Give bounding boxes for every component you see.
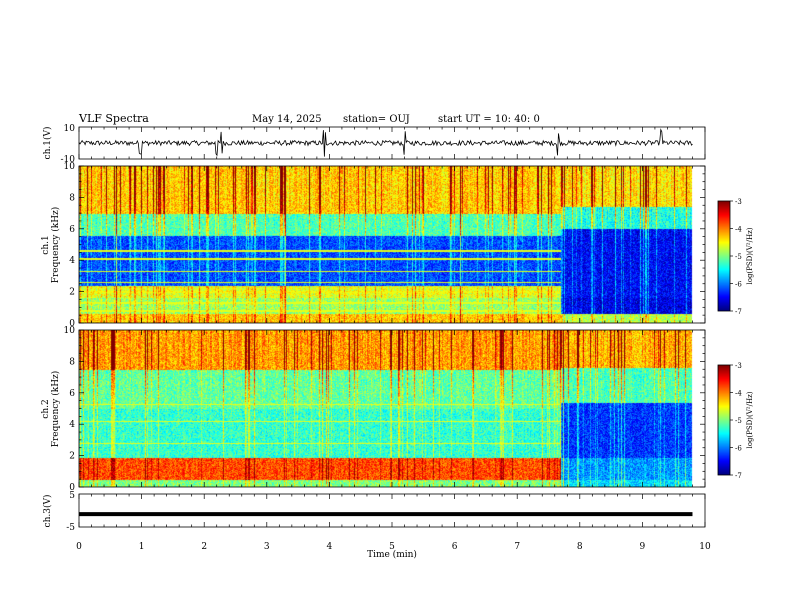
colorbar-tick-label: -3 [735,198,742,206]
panel-ch3-waveform: 5 -5 ch.3(V) 0 1 2 3 4 5 6 7 8 9 10 Time (min) [42,491,711,560]
ch1-ytick-top: 10 [64,124,76,134]
colorbar-ch2-label: log(PSD)(V²/Hz) [746,391,754,448]
time-tick-label: 5 [389,542,395,552]
frequency-tick-label: 8 [69,357,75,367]
panel-ch2-spectrogram: 0 2 4 6 8 10 ch.2 Frequency (kHz) [41,326,706,493]
time-tick-label: 1 [139,542,145,552]
time-tick-label: 4 [327,542,333,552]
time-axis-label: Time (min) [367,549,417,560]
ch1-waveform-ylabel: ch.1(V) [42,127,53,160]
start-time-label: start UT = 10: 40: 0 [438,114,540,125]
time-tick-label: 0 [76,542,82,552]
colorbar-tick-label: -7 [735,308,742,316]
ch2-frequency-axis-label: Frequency (kHz) [50,371,61,448]
time-tick-label: 8 [577,542,583,552]
frequency-tick-label: 4 [69,256,75,266]
frequency-tick-label: 10 [64,326,76,336]
colorbar-ch1-gradient [718,201,730,311]
station-label: station= OUJ [343,114,410,125]
ch1-waveform-line [78,128,693,157]
date-label: May 14, 2025 [252,114,322,125]
frequency-tick-label: 0 [69,483,75,493]
frequency-tick-label: 8 [69,193,75,203]
ch3-waveform-ylabel: ch.3(V) [42,495,53,528]
frequency-tick-label: 4 [69,420,75,430]
ch1-spectrogram-image [79,166,705,323]
frequency-tick-label: 6 [69,389,75,399]
colorbar-ch2-ticks: -3 -4 -5 -6 -7 [730,362,742,480]
ch1-spectrogram-ylabel: ch.1 [41,235,51,254]
colorbar-tick-label: -4 [735,390,742,398]
time-tick-label: 3 [264,542,270,552]
panel-ch1-spectrogram: 0 2 4 6 8 10 ch.1 Frequency (kHz) [41,162,706,329]
ch1-spectrogram-yticks: 0 2 4 6 8 10 [64,162,705,329]
colorbar-tick-label: -6 [735,281,742,289]
ch3-waveform-xticks [78,494,706,527]
figure-title: VLF Spectra [78,112,149,125]
frequency-tick-label: 2 [69,288,75,298]
colorbar-tick-label: -4 [735,226,742,234]
frequency-tick-label: 10 [64,162,76,172]
ch2-spectrogram-xticks [78,330,706,487]
colorbar-ch1: -3 -4 -5 -6 -7 log(PSD)(V²/Hz) [717,198,754,316]
time-axis-tick-labels: 0 1 2 3 4 5 6 7 8 9 10 [76,542,711,552]
time-tick-label: 7 [514,542,520,552]
ch1-frequency-axis-label: Frequency (kHz) [50,207,61,284]
colorbar-ch2-gradient [718,365,730,475]
ch2-spectrogram-ylabel: ch.2 [41,399,51,418]
colorbar-ch2: -3 -4 -5 -6 -7 log(PSD)(V²/Hz) [717,362,754,480]
frequency-tick-label: 2 [69,452,75,462]
colorbar-tick-label: -6 [735,445,742,453]
ch1-spectrogram-xticks [78,166,706,323]
ch3-ytick-top: 5 [69,491,75,501]
time-tick-label: 9 [640,542,646,552]
time-tick-label: 2 [201,542,207,552]
colorbar-ch1-label: log(PSD)(V²/Hz) [746,227,754,284]
ch3-ytick-bottom: -5 [66,523,75,533]
colorbar-tick-label: -5 [735,253,742,261]
frequency-tick-label: 0 [69,319,75,329]
ch2-spectrogram-image [79,330,705,487]
time-tick-label: 10 [699,542,711,552]
colorbar-tick-label: -5 [735,417,742,425]
frequency-tick-label: 6 [69,225,75,235]
ch2-spectrogram-yticks: 0 2 4 6 8 10 [64,326,705,493]
colorbar-tick-label: -3 [735,362,742,370]
panel-ch1-waveform: 10 -10 ch.1(V) [42,124,706,165]
ch1-waveform-xticks [78,127,706,159]
ch1-ytick-bottom: -10 [61,155,76,165]
colorbar-ch1-ticks: -3 -4 -5 -6 -7 [730,198,742,316]
colorbar-tick-label: -7 [735,472,742,480]
time-tick-label: 6 [452,542,458,552]
